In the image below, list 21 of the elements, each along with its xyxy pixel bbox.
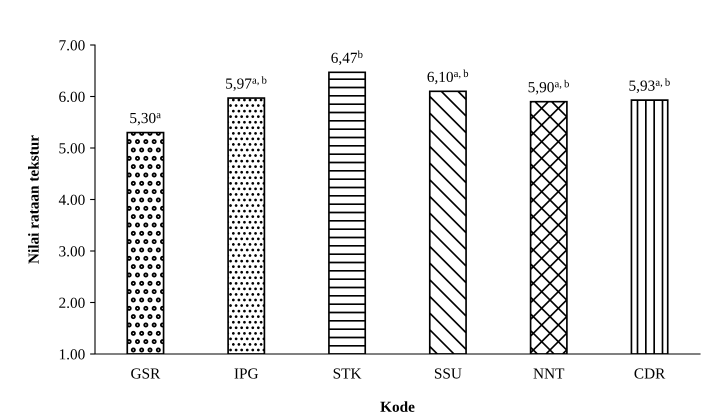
data-label: 5,90$^{a,b}$ (528, 80, 569, 95)
y-tick-label: 4.00 (58, 194, 85, 206)
x-tick-label: IPG (234, 368, 258, 379)
x-axis-title: Kode (380, 401, 415, 412)
x-tick-label: NNT (533, 368, 564, 378)
x-tick-label: SSU (434, 368, 462, 379)
y-tick-label: 2.00 (59, 298, 85, 308)
y-axis-title: Nilai rataan tekstur (28, 135, 39, 264)
data-label: 6,10$^{a,b}$ (427, 70, 468, 84)
y-tick-label: 7.00 (60, 40, 85, 51)
data-label: 6,47$^{b}$ (331, 50, 363, 66)
y-tick-label: 6.00 (59, 92, 85, 102)
data-label: 5,30$^{a}$ (130, 112, 161, 126)
y-tick-label: 1.00 (60, 349, 85, 360)
y-tick-label: 3.00 (59, 246, 85, 257)
x-tick-label: STK (334, 368, 362, 379)
data-label: 5,97$^{a,b}$ (226, 76, 266, 91)
x-tick-label: CDR (634, 368, 666, 379)
y-tick-label: 5.00 (59, 143, 85, 154)
x-tick-label: GSR (131, 368, 160, 379)
data-label: 5,93$^{a,b}$ (629, 78, 670, 93)
